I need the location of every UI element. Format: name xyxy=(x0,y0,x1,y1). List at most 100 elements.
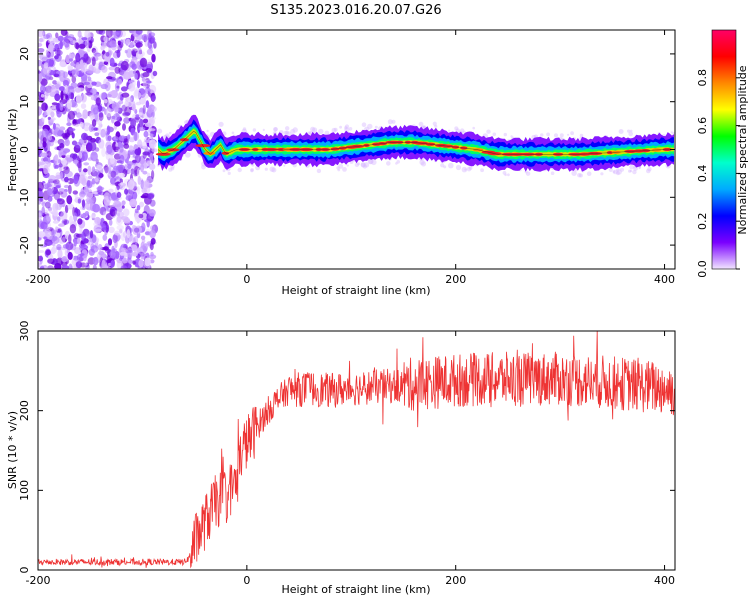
noise-speck xyxy=(66,99,72,110)
halo-speck xyxy=(629,169,633,173)
halo-speck xyxy=(269,166,275,172)
halo-speck xyxy=(283,164,286,167)
noise-speck xyxy=(93,228,102,232)
noise-speck xyxy=(43,34,51,40)
noise-speck xyxy=(149,242,154,251)
halo-speck xyxy=(460,128,465,133)
noise-speck xyxy=(51,104,56,110)
colorbar: 0.0 0.2 0.4 0.6 0.8 Normalized spectral ampl… xyxy=(696,29,749,278)
noise-speck xyxy=(54,55,59,60)
noise-speck xyxy=(68,85,74,90)
noise-speck xyxy=(47,37,56,44)
noise-speck xyxy=(44,183,52,188)
noise-speck xyxy=(81,132,88,141)
noise-speck xyxy=(38,131,44,140)
noise-speck xyxy=(145,100,150,109)
noise-speck xyxy=(54,263,62,269)
noise-speck xyxy=(71,68,79,78)
halo-speck xyxy=(342,167,347,172)
noise-speck xyxy=(108,192,113,201)
noise-speck xyxy=(123,71,132,80)
halo-speck xyxy=(344,127,350,133)
noise-speck xyxy=(79,225,83,234)
noise-speck xyxy=(126,48,132,58)
noise-speck xyxy=(40,117,45,127)
noise-speck xyxy=(105,51,110,57)
halo-speck xyxy=(629,129,633,133)
halo-speck xyxy=(318,128,324,135)
halo-speck xyxy=(250,168,254,172)
noise-speck xyxy=(62,79,69,87)
noise-speck xyxy=(125,97,133,102)
noise-speck xyxy=(98,111,104,118)
noise-speck xyxy=(129,198,138,208)
noise-speck xyxy=(38,59,43,67)
halo-speck xyxy=(206,129,209,133)
noise-speck xyxy=(103,36,108,42)
noise-speck xyxy=(48,43,54,53)
noise-speck xyxy=(95,30,104,35)
halo-speck xyxy=(271,167,277,173)
halo-speck xyxy=(361,122,367,127)
noise-speck xyxy=(135,114,140,118)
noise-speck xyxy=(84,211,90,217)
halo-speck xyxy=(348,127,353,131)
noise-speck xyxy=(147,193,155,200)
noise-speck xyxy=(107,238,113,246)
noise-speck xyxy=(140,195,147,199)
noise-speck xyxy=(136,205,141,211)
y-tick-label: 100 xyxy=(18,480,31,501)
noise-speck xyxy=(65,54,71,64)
noise-speck xyxy=(92,256,99,266)
noise-speck xyxy=(38,48,45,53)
halo-speck xyxy=(354,162,360,167)
noise-speck xyxy=(69,215,73,225)
noise-speck xyxy=(69,58,74,62)
noise-speck xyxy=(43,110,47,117)
noise-speck xyxy=(138,126,146,132)
noise-speck xyxy=(106,125,111,135)
x-tick-label: 200 xyxy=(445,574,466,587)
noise-speck xyxy=(87,175,93,180)
halo-speck xyxy=(502,171,507,175)
noise-speck xyxy=(84,262,88,266)
halo-speck xyxy=(577,173,582,178)
noise-speck xyxy=(80,103,87,109)
noise-speck xyxy=(68,184,72,195)
noise-speck xyxy=(46,188,53,196)
noise-speck xyxy=(46,53,52,59)
noise-speck xyxy=(149,259,155,264)
noise-speck xyxy=(55,32,59,39)
halo-speck xyxy=(396,160,401,164)
noise-speck xyxy=(130,168,135,175)
halo-speck xyxy=(422,125,427,129)
noise-speck xyxy=(39,152,48,157)
noise-speck xyxy=(134,116,141,120)
noise-speck xyxy=(149,128,156,132)
noise-speck xyxy=(135,42,143,48)
noise-speck xyxy=(41,114,46,123)
halo-speck xyxy=(550,171,555,175)
halo-speck xyxy=(168,167,173,172)
noise-speck xyxy=(120,182,124,186)
halo-speck xyxy=(647,167,652,172)
noise-speck xyxy=(98,139,105,149)
noise-speck xyxy=(113,113,121,121)
noise-speck xyxy=(82,109,89,119)
noise-speck xyxy=(54,164,59,169)
noise-speck xyxy=(142,104,146,115)
noise-speck xyxy=(61,159,67,165)
noise-speck xyxy=(89,215,96,219)
noise-speck xyxy=(77,87,85,92)
noise-speck xyxy=(129,41,134,48)
noise-speck xyxy=(105,30,113,38)
noise-speck xyxy=(60,211,68,221)
ridge-centerline xyxy=(157,130,674,155)
spectrogram-ticks: -200 0 200 400 -20 -10 0 10 20 xyxy=(18,30,675,286)
noise-speck xyxy=(128,259,133,264)
noise-speck xyxy=(141,34,149,41)
noise-speck xyxy=(41,128,49,138)
spectrogram-panel: -200 0 200 400 -20 -10 0 10 20 Height of straigh… xyxy=(6,29,676,297)
halo-speck xyxy=(448,129,451,132)
